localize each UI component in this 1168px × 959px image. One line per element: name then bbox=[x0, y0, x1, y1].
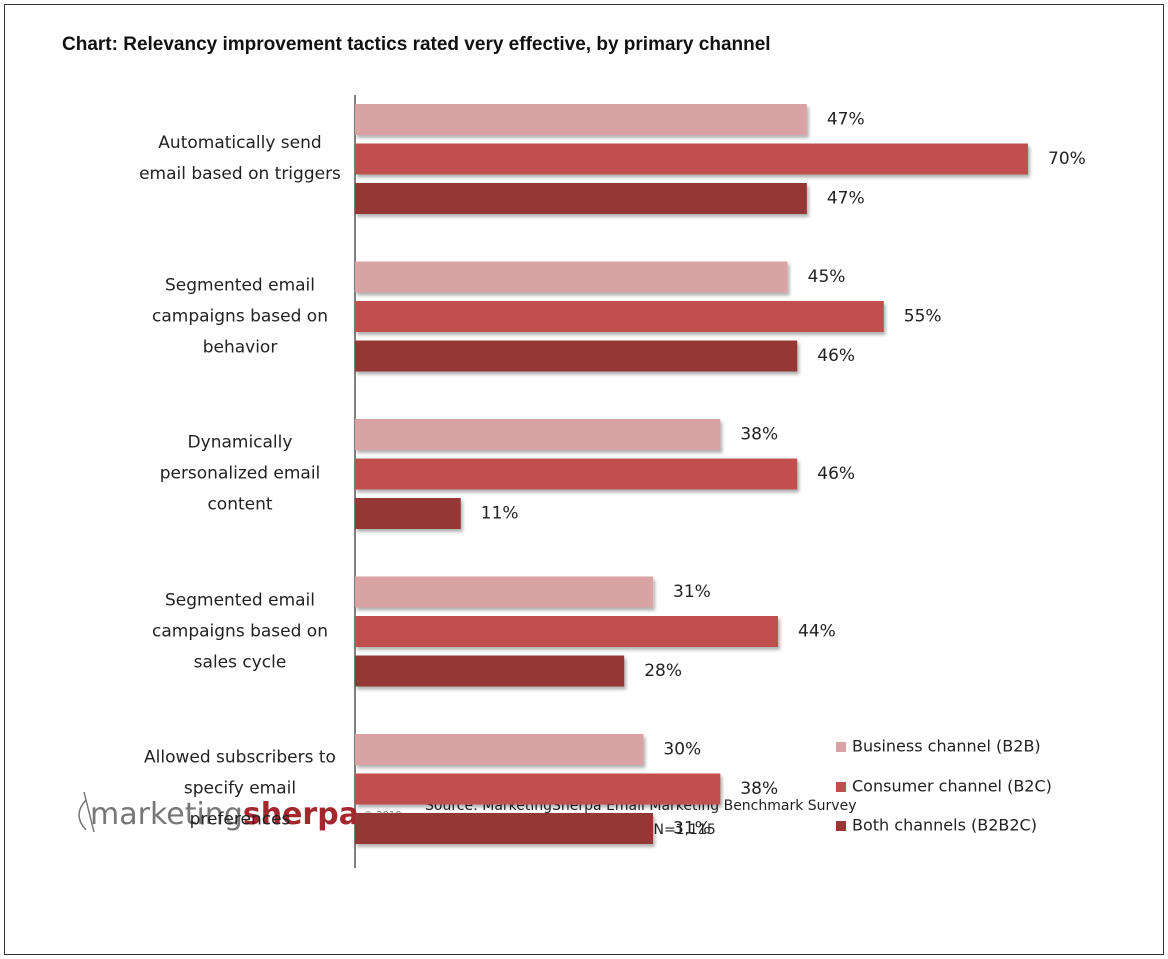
category-label: Allowed subscribers to specify email pre… bbox=[144, 747, 336, 830]
legend-label: Business channel (B2B) bbox=[852, 737, 1041, 756]
value-label: 47% bbox=[827, 110, 865, 130]
logo-icon bbox=[78, 791, 95, 833]
legend-label: Consumer channel (B2C) bbox=[852, 777, 1052, 796]
bar bbox=[355, 734, 644, 765]
category-label: Dynamically personalized email content bbox=[159, 432, 321, 515]
value-label: 46% bbox=[817, 464, 855, 484]
value-label: 46% bbox=[817, 346, 855, 366]
value-label: 55% bbox=[904, 307, 942, 327]
value-label: 38% bbox=[740, 425, 778, 445]
category-label: Segmented email campaigns based on sales… bbox=[152, 590, 328, 672]
value-label: 45% bbox=[808, 267, 846, 287]
bar bbox=[355, 183, 807, 214]
value-label: 38% bbox=[740, 779, 778, 799]
value-label: 47% bbox=[827, 189, 865, 209]
legend-label: Both channels (B2B2C) bbox=[852, 816, 1037, 835]
value-label: 28% bbox=[644, 661, 682, 681]
legend-swatch bbox=[836, 821, 846, 831]
bar bbox=[355, 143, 1028, 175]
bar bbox=[355, 813, 654, 844]
bar bbox=[355, 419, 721, 450]
bar bbox=[355, 340, 798, 372]
bar bbox=[355, 616, 779, 647]
category-label: Automatically send email based on trigge… bbox=[139, 133, 341, 184]
value-label: 31% bbox=[673, 819, 711, 839]
logo-part2: sherpa bbox=[243, 797, 359, 832]
frame bbox=[4, 4, 1164, 955]
value-label: 31% bbox=[673, 582, 711, 602]
legend-swatch bbox=[836, 782, 846, 792]
value-label: 30% bbox=[663, 740, 701, 760]
bar bbox=[355, 773, 721, 805]
legend-swatch bbox=[836, 742, 846, 752]
bar bbox=[355, 104, 807, 135]
bar bbox=[355, 655, 625, 687]
value-label: 70% bbox=[1048, 149, 1086, 169]
value-label: 11% bbox=[481, 504, 519, 524]
value-label: 44% bbox=[798, 622, 836, 642]
logo-part1: marketing bbox=[90, 797, 243, 832]
bar bbox=[355, 498, 461, 529]
bar bbox=[355, 261, 788, 293]
chart-title: Chart: Relevancy improvement tactics rat… bbox=[62, 34, 771, 55]
bar bbox=[355, 458, 798, 490]
bar bbox=[355, 301, 884, 332]
category-label: Segmented email campaigns based on behav… bbox=[152, 275, 328, 357]
bar bbox=[355, 576, 654, 608]
